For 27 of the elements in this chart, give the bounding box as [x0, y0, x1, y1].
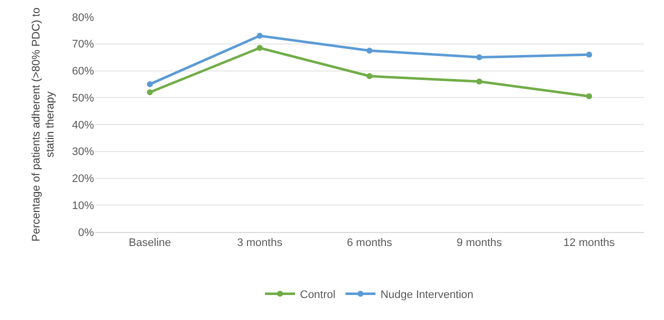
y-tick-label: 10%	[72, 200, 94, 212]
y-tick-label: 40%	[72, 119, 94, 132]
point	[256, 32, 263, 39]
x-tick-label: Baseline	[128, 237, 171, 250]
y-tick-label: 30%	[72, 146, 94, 158]
point	[586, 52, 592, 58]
y-tick-label: 0%	[78, 226, 94, 239]
y-tick-label: 20%	[72, 173, 94, 186]
point	[476, 78, 482, 84]
legend-label: Control	[300, 289, 336, 302]
y-tick-label: 60%	[72, 66, 94, 78]
point	[366, 73, 372, 80]
x-tick-label: 6 months	[346, 237, 393, 250]
x-tick-label: 3 months	[237, 237, 283, 250]
point	[146, 89, 153, 96]
y-tick-label: 70%	[72, 38, 94, 51]
y-tick-label: 80%	[72, 12, 94, 24]
point	[146, 81, 153, 88]
point	[256, 44, 263, 51]
point	[366, 48, 372, 54]
point	[476, 54, 482, 60]
point	[586, 93, 592, 100]
y-tick-label: 50%	[72, 92, 94, 104]
x-tick-label: 9 months	[456, 237, 502, 250]
x-tick-label: 12 months	[563, 237, 616, 250]
legend-label: Nudge Intervention	[380, 289, 474, 302]
y-axis-title: Percentage of patients adherent (>80% PDC) to statin therapy	[30, 8, 57, 242]
